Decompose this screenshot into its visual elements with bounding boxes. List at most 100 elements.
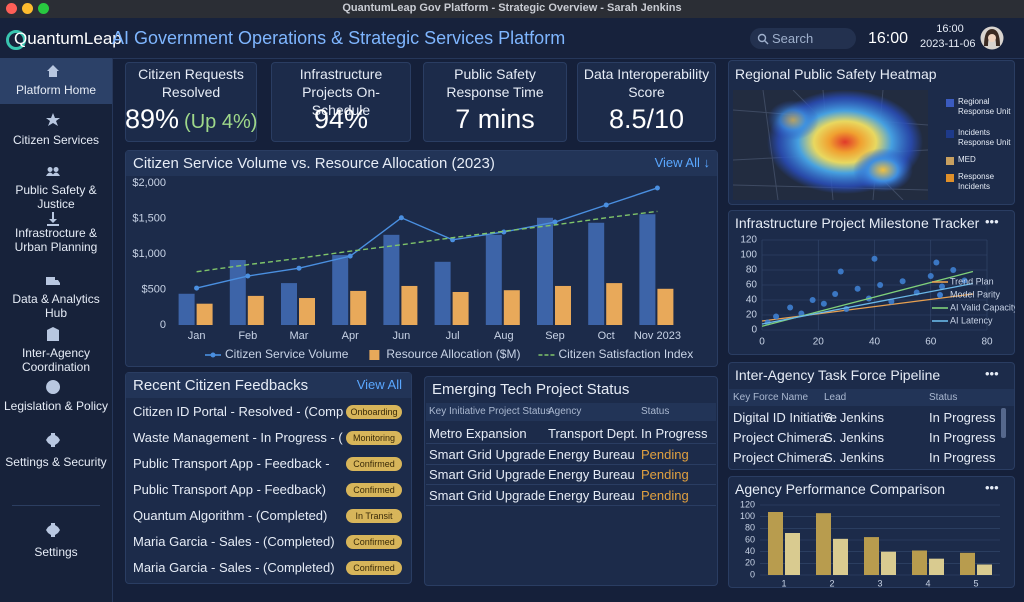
window-title: QuantumLeap Gov Platform - Strategic Ove…	[342, 2, 682, 14]
feedback-badge[interactable]: Confirmed	[346, 457, 402, 471]
bar	[606, 283, 623, 325]
bar	[816, 513, 831, 575]
x-tick-label: 2	[829, 578, 834, 588]
bar	[401, 285, 418, 325]
clock-date: 2023-11-06	[920, 38, 976, 50]
window-zoom[interactable]	[38, 3, 49, 14]
x-tick-label: Jul	[446, 330, 460, 342]
nav-icon	[46, 167, 60, 176]
main-chart: 0 $500 $1,000 $1,500 $2,000 Jan Feb Mar Apr Jun Ju…	[132, 177, 693, 361]
table-cell: Energy Bureau	[548, 487, 635, 503]
scatter-point	[773, 313, 780, 320]
kpi-label: Public Safety Response Time	[446, 66, 544, 100]
x-tick-label: Oct	[598, 330, 615, 342]
feedback-badge[interactable]: Confirmed	[346, 483, 402, 497]
nav-item[interactable]: Settings	[34, 545, 78, 559]
nav-item[interactable]: Legislation & Policy	[3, 399, 109, 413]
search-glyph	[757, 33, 767, 43]
chart-link[interactable]: View All ↓	[654, 155, 710, 170]
feedback-text: Quantum Algorithm - (Completed)	[133, 508, 328, 523]
bar	[247, 295, 264, 325]
nav-icon	[47, 327, 59, 341]
bar	[452, 291, 469, 325]
feedback-text: Waste Management - In Progress - (On	[133, 430, 343, 445]
task-force-menu[interactable]: •••	[985, 366, 999, 381]
nav-item[interactable]: Data & Analytics Hub	[12, 292, 100, 320]
bar	[555, 285, 571, 325]
legend-swatch	[946, 99, 954, 107]
scatter-point	[933, 259, 940, 266]
active-nav-bg	[0, 58, 112, 104]
feedback-text: Maria Garcia - Sales - (Completed)	[133, 534, 335, 549]
legend-label: Incidents Response Unit	[958, 128, 1011, 147]
legend-swatch	[937, 292, 943, 298]
table-cell: In Progress	[929, 410, 996, 425]
table-header-bg	[426, 403, 716, 421]
nav-item[interactable]: Citizen Services	[12, 133, 100, 147]
nav-item[interactable]: Settings & Security	[5, 455, 107, 469]
bar	[833, 538, 848, 575]
legend-label: Response Incidents	[958, 172, 995, 191]
table-cell: In Progress	[641, 426, 708, 441]
feedback-badge[interactable]: In Transit	[346, 509, 402, 523]
bar	[881, 551, 896, 575]
feedback-text: Public Transport App - Feedback -	[133, 456, 330, 471]
feedback-badge[interactable]: Onboarding	[346, 405, 402, 419]
x-tick-label: 1	[781, 578, 786, 588]
table-cell: Pending	[641, 487, 689, 503]
feedback-badge[interactable]: Confirmed	[346, 535, 402, 549]
bar	[977, 564, 992, 575]
heat-blob	[853, 148, 913, 192]
task-force-scrollbar[interactable]	[1001, 408, 1006, 438]
nav-icon	[47, 212, 59, 226]
legend-label: Regional Response Unit	[958, 97, 1011, 116]
bar	[588, 222, 605, 325]
x-tick-label: 20	[813, 337, 825, 348]
legend-label: Citizen Service Volume	[225, 347, 349, 361]
y-tick-label: 40	[746, 295, 758, 306]
avatar[interactable]	[980, 26, 1004, 50]
search-box[interactable]	[750, 28, 856, 49]
nav-item[interactable]: Infrastrocture & Urban Planning	[14, 226, 98, 254]
feedback-text: Citizen ID Portal - Resolved - (Complete…	[133, 404, 343, 419]
header-time: 16:00	[868, 30, 909, 47]
chart-panel-header	[126, 151, 717, 176]
window-close[interactable]	[6, 3, 17, 14]
feedback-badge[interactable]: Monitoring	[346, 431, 402, 445]
kpi-value: 7 mins	[455, 104, 535, 134]
avatar-face	[988, 34, 996, 42]
line-marker	[347, 253, 353, 259]
bar	[929, 558, 944, 575]
window-minimize[interactable]	[22, 3, 33, 14]
table-cell: Smart Grid Upgrade	[429, 487, 546, 503]
table-cell: In Progress	[929, 450, 996, 465]
table-cell: Metro Expansion	[429, 426, 527, 441]
bar	[383, 234, 400, 325]
nav-item[interactable]: Platform Home	[15, 83, 97, 97]
nav-item[interactable]: Inter-Agency Coordination	[21, 346, 91, 374]
kpi-value-row: 89% (Up 4%)	[125, 104, 257, 135]
search-icon	[757, 33, 769, 45]
agency-menu[interactable]: •••	[985, 480, 999, 495]
table-header: Agency	[548, 406, 582, 417]
nav-icon	[46, 277, 60, 285]
nav-glyph	[46, 113, 60, 126]
milestone-menu[interactable]: •••	[985, 214, 999, 229]
nav-icon	[46, 433, 60, 447]
table-cell: Transport Dept.	[548, 426, 638, 441]
table-header: Status	[641, 406, 670, 417]
search-placeholder[interactable]: Search	[772, 31, 814, 46]
y-tick-label: $500	[142, 283, 166, 295]
nav-glyph	[46, 277, 60, 285]
bar	[299, 298, 315, 325]
nav-item[interactable]: Public Safety & Justice	[15, 183, 97, 211]
feedback-badge[interactable]: Confirmed	[346, 561, 402, 575]
table-cell: Smart Grid Upgrade	[429, 467, 546, 482]
feedback-link[interactable]: View All	[356, 377, 402, 392]
kpi-value: 8.5/10	[608, 104, 685, 134]
kpi-card	[577, 62, 716, 142]
table-cell: Smart Grid Upgrade	[429, 446, 546, 462]
bar	[960, 552, 975, 575]
table-header-bg	[729, 389, 1014, 406]
bar	[229, 260, 246, 325]
